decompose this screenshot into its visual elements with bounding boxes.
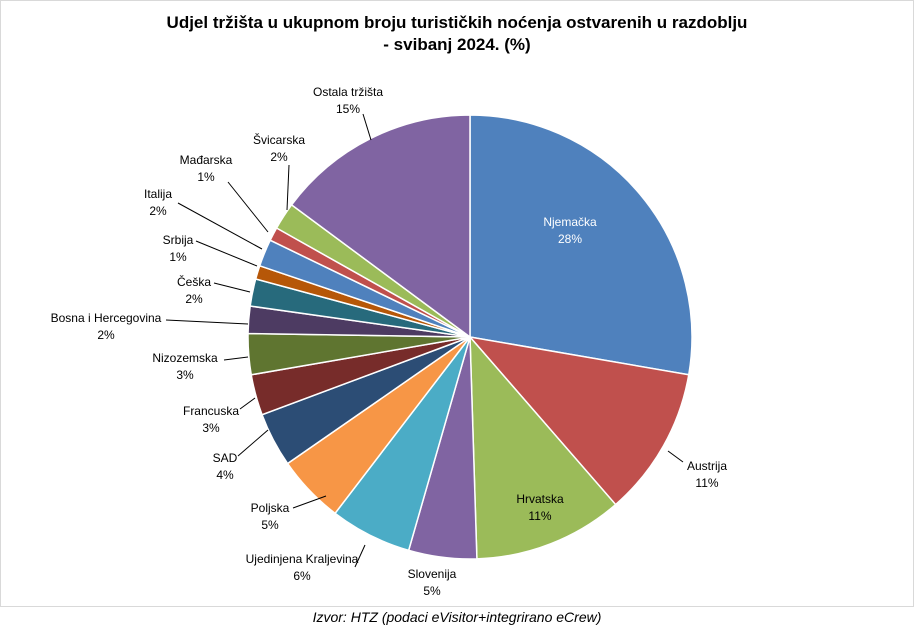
- slice-label-svicarska: Švicarska: [253, 132, 305, 147]
- leader-line-nizozemska: [223, 356, 249, 361]
- slice-label-bosna-i-hercegovina: Bosna i Hercegovina: [51, 311, 162, 325]
- slice-value-svicarska: 2%: [270, 150, 288, 164]
- slice-hrvatska: [469, 334, 617, 560]
- leader-line-ujedinjena-kraljevina: [354, 544, 366, 568]
- leader-line-francuska: [239, 397, 256, 410]
- slice-label-ceska: Češka: [177, 274, 211, 289]
- slice-njemacka: [469, 114, 693, 376]
- slice-value-ujedinjena-kraljevina: 6%: [293, 569, 311, 583]
- slice-label-nizozemska: Nizozemska: [152, 351, 218, 365]
- slice-label-ujedinjena-kraljevina: Ujedinjena Kraljevina: [246, 552, 359, 566]
- slice-austrija: [468, 335, 690, 506]
- slice-value-srbija: 1%: [169, 250, 187, 264]
- chart-title: Udjel tržišta u ukupnom broju turistički…: [0, 12, 914, 56]
- pie-chart: Njemačka 28% Austrija 11% Hrvatska 11% Sloveni…: [51, 85, 728, 598]
- leader-line-madarska: [227, 181, 269, 233]
- slice-value-poljska: 5%: [261, 518, 279, 532]
- leader-line-sad: [237, 429, 269, 457]
- leader-line-srbija: [195, 240, 258, 267]
- slice-label-austrija: Austrija: [687, 459, 727, 473]
- leader-line-svicarska: [286, 164, 290, 211]
- slice-value-bosna-i-hercegovina: 2%: [97, 328, 115, 342]
- slice-value-madarska: 1%: [197, 170, 215, 184]
- slice-label-slovenija: Slovenija: [408, 567, 457, 581]
- slice-label-poljska: Poljska: [251, 501, 290, 515]
- slice-label-hrvatska: Hrvatska: [516, 492, 564, 506]
- chart-title-line-2: - svibanj 2024. (%): [383, 35, 531, 54]
- slice-label-ostala-trzista: Ostala tržišta: [313, 85, 383, 99]
- slice-value-austrija: 11%: [695, 476, 718, 490]
- chart-title-line-1: Udjel tržišta u ukupnom broju turistički…: [166, 13, 748, 32]
- slice-value-sad: 4%: [216, 468, 234, 482]
- slice-label-srbija: Srbija: [163, 233, 194, 247]
- slice-label-sad: SAD: [213, 451, 238, 465]
- slice-value-italija: 2%: [149, 204, 167, 218]
- slice-label-madarska: Mađarska: [180, 153, 233, 167]
- slice-label-francuska: Francuska: [183, 404, 239, 418]
- slice-label-italija: Italija: [144, 187, 172, 201]
- leader-line-italija: [177, 202, 263, 250]
- source-note: Izvor: HTZ (podaci eVisitor+integrirano …: [312, 609, 602, 625]
- slice-value-ostala-trzista: 15%: [336, 102, 360, 116]
- slice-label-njemacka: Njemačka: [543, 215, 597, 229]
- leader-line-austrija: [667, 450, 684, 463]
- slice-value-hrvatska: 11%: [528, 509, 551, 523]
- leader-line-bosna-i-hercegovina: [165, 319, 249, 325]
- slice-value-slovenija: 5%: [423, 584, 441, 598]
- slice-value-nizozemska: 3%: [176, 368, 194, 382]
- slice-value-ceska: 2%: [185, 292, 203, 306]
- leader-line-poljska: [292, 495, 327, 509]
- slice-value-francuska: 3%: [202, 421, 220, 435]
- slice-value-njemacka: 28%: [558, 232, 582, 246]
- leader-line-ceska: [213, 282, 251, 293]
- leader-line-ostala-trzista: [362, 113, 372, 141]
